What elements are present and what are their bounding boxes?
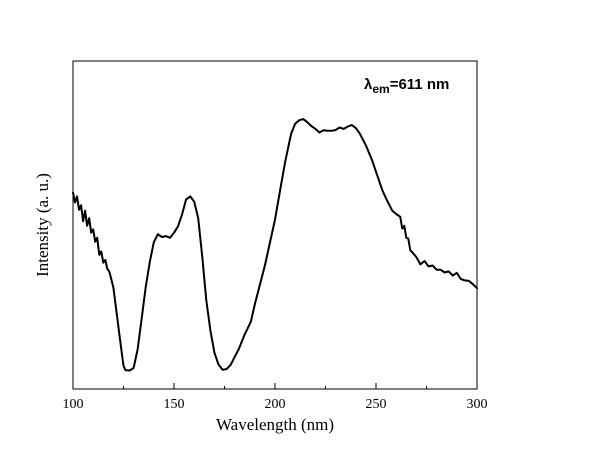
emission-annotation: λem=611 nm xyxy=(364,76,449,96)
y-axis-title: Intensity (a. u.) xyxy=(33,173,52,277)
x-tick-label: 250 xyxy=(366,397,387,412)
x-tick-label: 100 xyxy=(63,397,84,412)
x-tick-label: 200 xyxy=(265,397,286,412)
annotation-symbol: λ xyxy=(364,76,373,93)
series-line xyxy=(72,118,478,372)
annotation-subscript: em xyxy=(372,82,389,96)
x-tick-labels: 100 150 200 250 300 xyxy=(63,397,488,412)
x-tick-label: 300 xyxy=(467,397,488,412)
plot-frame xyxy=(72,60,478,390)
x-axis-title: Wavelength (nm) xyxy=(216,415,334,434)
ticks xyxy=(72,383,478,389)
annotation-value: =611 nm xyxy=(390,76,450,93)
x-tick-label: 150 xyxy=(164,397,185,412)
